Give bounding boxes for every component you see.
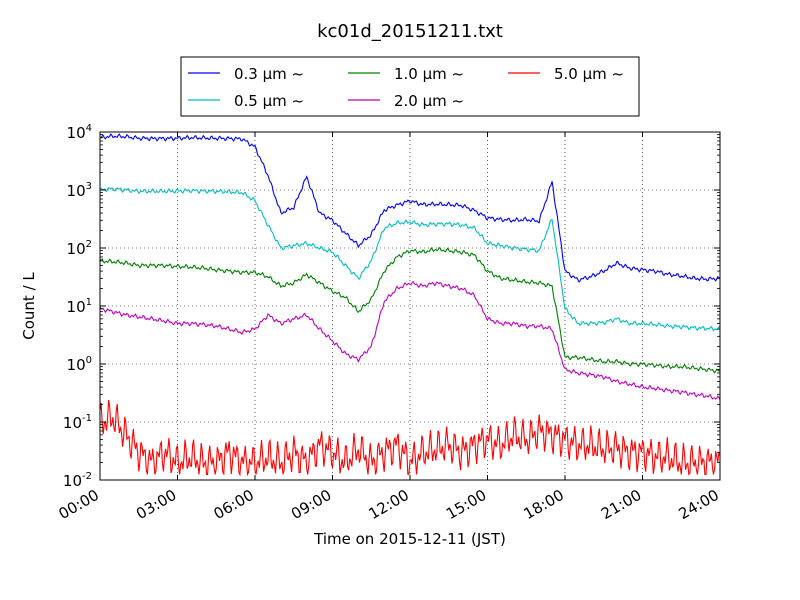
series-line-3 — [99, 280, 721, 401]
legend-label: 1.0 μm ~ — [394, 65, 464, 83]
y-tick-label: 10-2 — [63, 471, 92, 490]
grid-lines — [100, 132, 720, 480]
axis-ticks — [99, 131, 721, 481]
series-line-2 — [99, 246, 721, 374]
y-tick-label: 100 — [67, 355, 92, 374]
y-tick-label: 102 — [67, 239, 92, 258]
y-axis-label: Count / L — [20, 272, 38, 340]
legend-box — [180, 56, 640, 117]
series-layer — [99, 133, 721, 477]
chart-title: kc01d_20151211.txt — [317, 21, 503, 42]
legend-label: 5.0 μm ~ — [554, 65, 624, 83]
x-axis-label: Time on 2015-12-11 (JST) — [313, 530, 506, 548]
legend-label: 0.5 μm ~ — [234, 92, 304, 110]
legend-label: 2.0 μm ~ — [394, 92, 464, 110]
legend: 0.3 μm ~ 0.5 μm ~ 1.0 μm ~ 2.0 μm ~ 5.0 μm ~ — [180, 56, 640, 117]
y-tick-label: 104 — [67, 123, 92, 142]
series-line-1 — [99, 186, 721, 332]
legend-label: 0.3 μm ~ — [234, 65, 304, 83]
y-tick-labels: 10-2 10-1 100 101 102 103 104 — [63, 123, 92, 490]
y-tick-label: 10-1 — [63, 413, 92, 432]
y-tick-label: 103 — [67, 181, 92, 200]
series-line-4 — [99, 399, 721, 477]
y-tick-label: 101 — [67, 297, 92, 316]
series-line-0 — [99, 133, 721, 283]
